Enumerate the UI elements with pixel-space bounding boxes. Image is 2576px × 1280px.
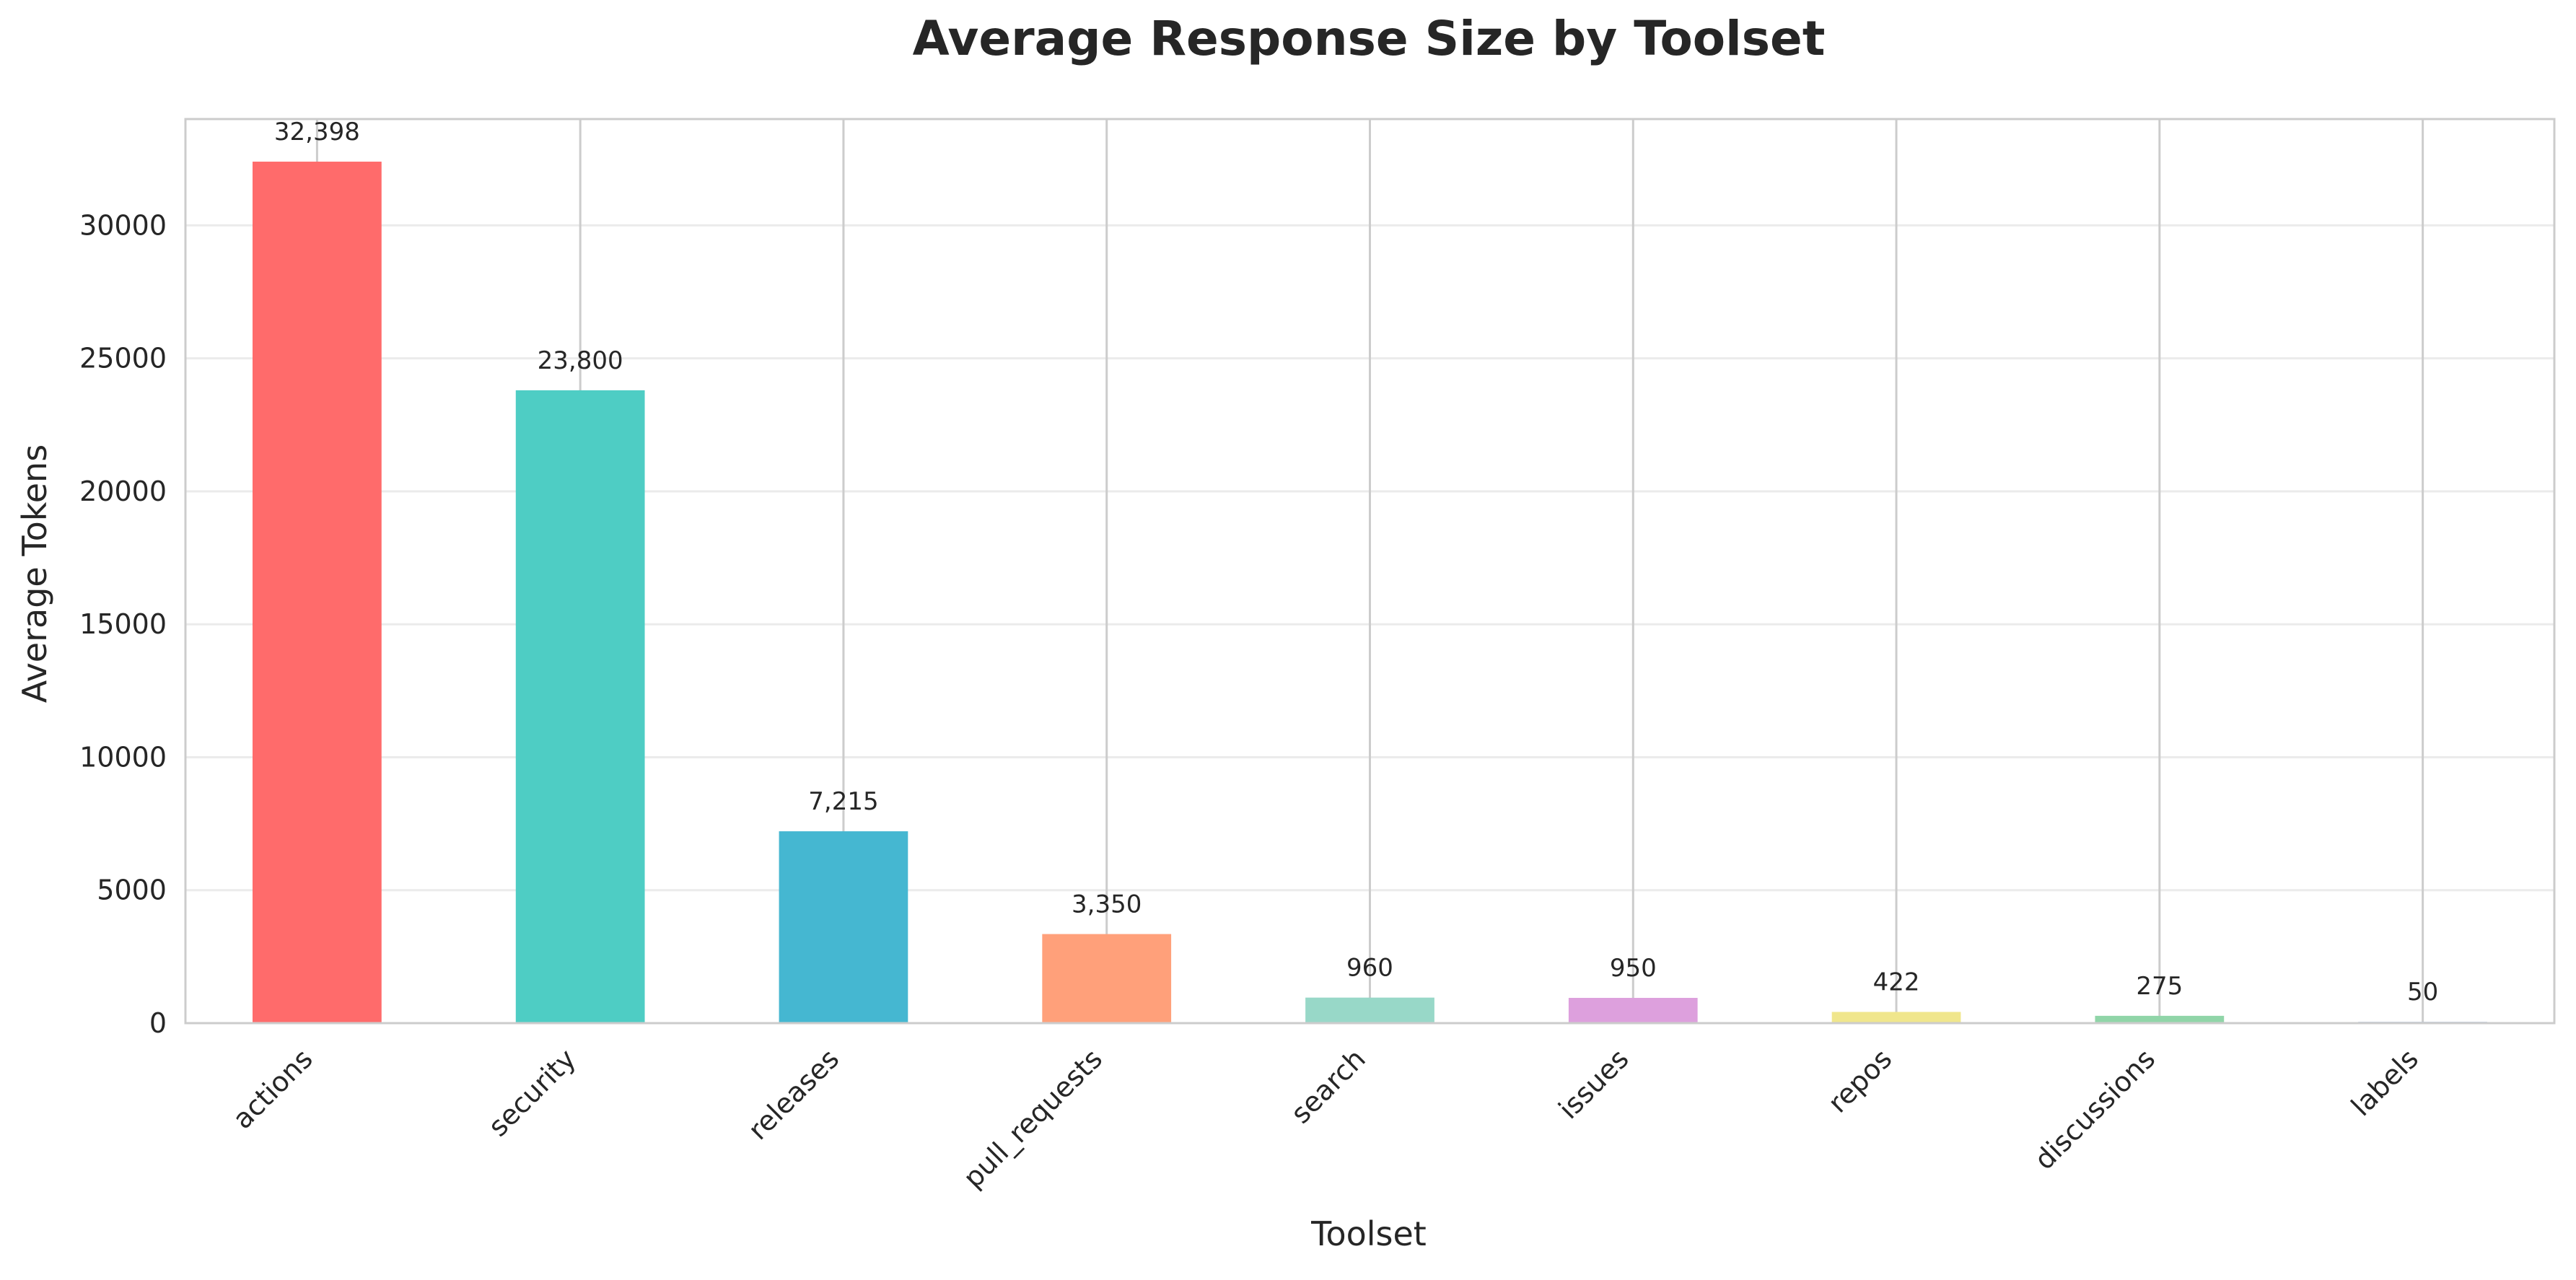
- bar-search: [1305, 997, 1434, 1023]
- bar-repos: [1831, 1012, 1961, 1023]
- data-label: 3,350: [1072, 890, 1142, 919]
- bar-security: [515, 390, 645, 1023]
- y-tick-label: 30000: [79, 209, 167, 241]
- bar-releases: [779, 831, 908, 1023]
- y-tick-label: 20000: [79, 475, 167, 507]
- bar-pull-requests: [1042, 934, 1172, 1023]
- bar-actions: [253, 162, 382, 1023]
- x-tick-label: labels: [2345, 1043, 2424, 1122]
- x-axis-label: Toolset: [1310, 1214, 1427, 1253]
- y-tick-label: 10000: [79, 741, 167, 773]
- y-tick-label: 25000: [79, 343, 167, 374]
- bar-discussions: [2095, 1015, 2225, 1023]
- x-tick-label: releases: [742, 1043, 845, 1146]
- data-label: 23,800: [538, 346, 623, 375]
- x-tick-label: security: [482, 1043, 582, 1142]
- x-tick-label: search: [1284, 1043, 1371, 1129]
- x-tick-label: issues: [1552, 1043, 1634, 1125]
- y-tick-label: 0: [149, 1007, 167, 1039]
- data-label: 950: [1610, 954, 1657, 983]
- x-tick-label: pull_requests: [957, 1043, 1108, 1194]
- plot-area: 0 5000 10000 15000 20000 25000 30000 32,398 23,8…: [79, 118, 2556, 1194]
- data-label: 275: [2136, 972, 2183, 1001]
- x-tick-label: discussions: [2028, 1043, 2161, 1175]
- chart-title: Average Response Size by Toolset: [913, 11, 1826, 66]
- bar-issues: [1568, 997, 1698, 1023]
- x-tick-label: actions: [227, 1043, 319, 1135]
- y-tick-label: 15000: [79, 608, 167, 640]
- data-label: 422: [1873, 968, 1920, 996]
- data-label: 7,215: [808, 787, 878, 816]
- plot-frame: [184, 118, 2556, 1025]
- data-label: 32,398: [274, 118, 360, 146]
- data-label: 960: [1346, 954, 1393, 983]
- y-tick-label: 5000: [97, 874, 167, 906]
- y-axis-label: Average Tokens: [15, 444, 54, 703]
- x-tick-label: repos: [1822, 1043, 1898, 1119]
- data-label: 50: [2407, 978, 2438, 1007]
